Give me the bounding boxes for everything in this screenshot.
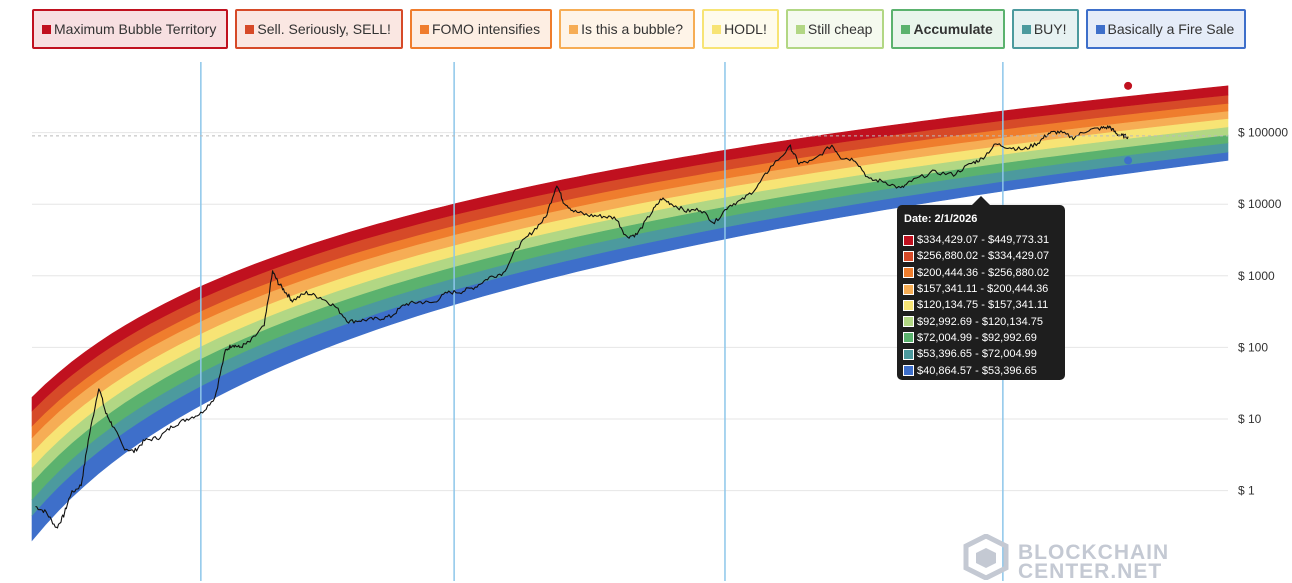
tooltip-row: $256,880.02 - $334,429.07 <box>903 248 1059 264</box>
cube-logo-icon <box>963 534 1009 580</box>
watermark-line-2: CENTER.NET <box>1018 560 1163 583</box>
legend-item-hodl[interactable]: HODL! <box>702 9 779 49</box>
tooltip-row: $334,429.07 - $449,773.31 <box>903 232 1059 248</box>
legend-label: Maximum Bubble Territory <box>54 21 217 37</box>
tooltip-range: $334,429.07 - $449,773.31 <box>917 234 1050 247</box>
legend-item-fomo-intensifies[interactable]: FOMO intensifies <box>409 9 553 49</box>
legend-label: HODL! <box>724 21 767 37</box>
y-tick-label: $ 10 <box>1238 412 1262 426</box>
legend-item-accumulate[interactable]: Accumulate <box>891 9 1005 49</box>
tooltip-range: $72,004.99 - $92,992.69 <box>917 331 1037 344</box>
y-tick-label: $ 1 <box>1238 484 1255 498</box>
rainbow-bands <box>31 85 1229 542</box>
tooltip-swatch-icon <box>903 332 914 344</box>
legend-item-sell-seriously-sell[interactable]: Sell. Seriously, SELL! <box>235 9 403 49</box>
y-tick-label: $ 100 <box>1238 340 1268 354</box>
legend-swatch-icon <box>901 24 911 34</box>
tooltip-range: $120,134.75 - $157,341.11 <box>917 299 1049 312</box>
tooltip-swatch-icon <box>903 299 914 311</box>
legend-label: FOMO intensifies <box>431 21 541 37</box>
tooltip-row: $200,444.36 - $256,880.02 <box>903 265 1059 281</box>
legend-item-is-this-a-bubble[interactable]: Is this a bubble? <box>559 9 696 49</box>
legend-label: Is this a bubble? <box>581 21 684 37</box>
tooltip-swatch-icon <box>903 250 914 262</box>
chart-legend: Maximum Bubble Territory Sell. Seriously,… <box>32 8 1247 50</box>
legend-swatch-icon <box>1021 24 1031 34</box>
hover-marker <box>1124 156 1133 165</box>
tooltip-range: $92,992.69 - $120,134.75 <box>917 315 1044 328</box>
tooltip-range: $200,444.36 - $256,880.02 <box>917 266 1050 279</box>
legend-swatch-icon <box>42 24 51 34</box>
y-tick-label: $ 10000 <box>1238 197 1282 211</box>
tooltip-swatch-icon <box>903 267 914 279</box>
watermark-line-1: BLOCKCHAIN <box>1018 541 1170 564</box>
legend-item-maximum-bubble-territory[interactable]: Maximum Bubble Territory <box>32 9 229 49</box>
legend-label: Basically a Fire Sale <box>1107 21 1235 37</box>
chart-tooltip: Date: 2/1/2026 $334,429.07 - $449,773.31… <box>897 205 1065 380</box>
y-axis-labels: $ 1 $ 10 $ 100 $ 1000 $ 10000 $ 100000 <box>1238 126 1288 498</box>
legend-label: Sell. Seriously, SELL! <box>257 21 391 37</box>
tooltip-date: Date: 2/1/2026 <box>904 213 978 225</box>
hover-marker <box>1124 81 1133 90</box>
tooltip-row: $157,341.11 - $200,444.36 <box>903 281 1059 297</box>
tooltip-swatch-icon <box>903 316 914 328</box>
legend-swatch-icon <box>419 24 429 34</box>
legend-swatch-icon <box>1095 24 1105 34</box>
tooltip-row: $120,134.75 - $157,341.11 <box>903 297 1059 313</box>
legend-item-buy[interactable]: BUY! <box>1011 9 1079 49</box>
tooltip-arrow <box>972 196 990 205</box>
legend-label: BUY! <box>1033 21 1067 37</box>
tooltip-range: $40,864.57 - $53,396.65 <box>917 364 1037 377</box>
tooltip-swatch-icon <box>903 234 914 246</box>
y-tick-label: $ 100000 <box>1238 126 1288 140</box>
legend-label: Accumulate <box>913 21 993 37</box>
price-line-group <box>35 125 1129 529</box>
legend-label: Still cheap <box>807 21 873 37</box>
tooltip-rows: $334,429.07 - $449,773.31 $256,880.02 - $… <box>903 232 1059 379</box>
tooltip-row: $53,396.65 - $72,004.99 <box>903 346 1059 362</box>
legend-swatch-icon <box>569 24 579 34</box>
blockchaincenter-watermark: BLOCKCHAIN CENTER.NET <box>962 534 1172 583</box>
tooltip-range: $256,880.02 - $334,429.07 <box>917 250 1050 263</box>
tooltip-range: $157,341.11 - $200,444.36 <box>917 283 1049 296</box>
legend-item-basically-a-fire-sale[interactable]: Basically a Fire Sale <box>1085 9 1247 49</box>
legend-swatch-icon <box>712 24 722 34</box>
hover-markers <box>32 81 1228 165</box>
tooltip-swatch-icon <box>903 283 914 295</box>
legend-swatch-icon <box>795 24 805 34</box>
tooltip-swatch-icon <box>903 365 914 377</box>
btc-price-line <box>35 125 1129 529</box>
legend-swatch-icon <box>245 24 255 34</box>
tooltip-row: $40,864.57 - $53,396.65 <box>903 362 1059 378</box>
tooltip-range: $53,396.65 - $72,004.99 <box>917 348 1037 361</box>
band-maximum-bubble-territory <box>31 85 1229 412</box>
tooltip-swatch-icon <box>903 348 914 360</box>
tooltip-row: $92,992.69 - $120,134.75 <box>903 313 1059 329</box>
legend-item-still-cheap[interactable]: Still cheap <box>785 9 885 49</box>
y-tick-label: $ 1000 <box>1238 269 1275 283</box>
tooltip-row: $72,004.99 - $92,992.69 <box>903 330 1059 346</box>
